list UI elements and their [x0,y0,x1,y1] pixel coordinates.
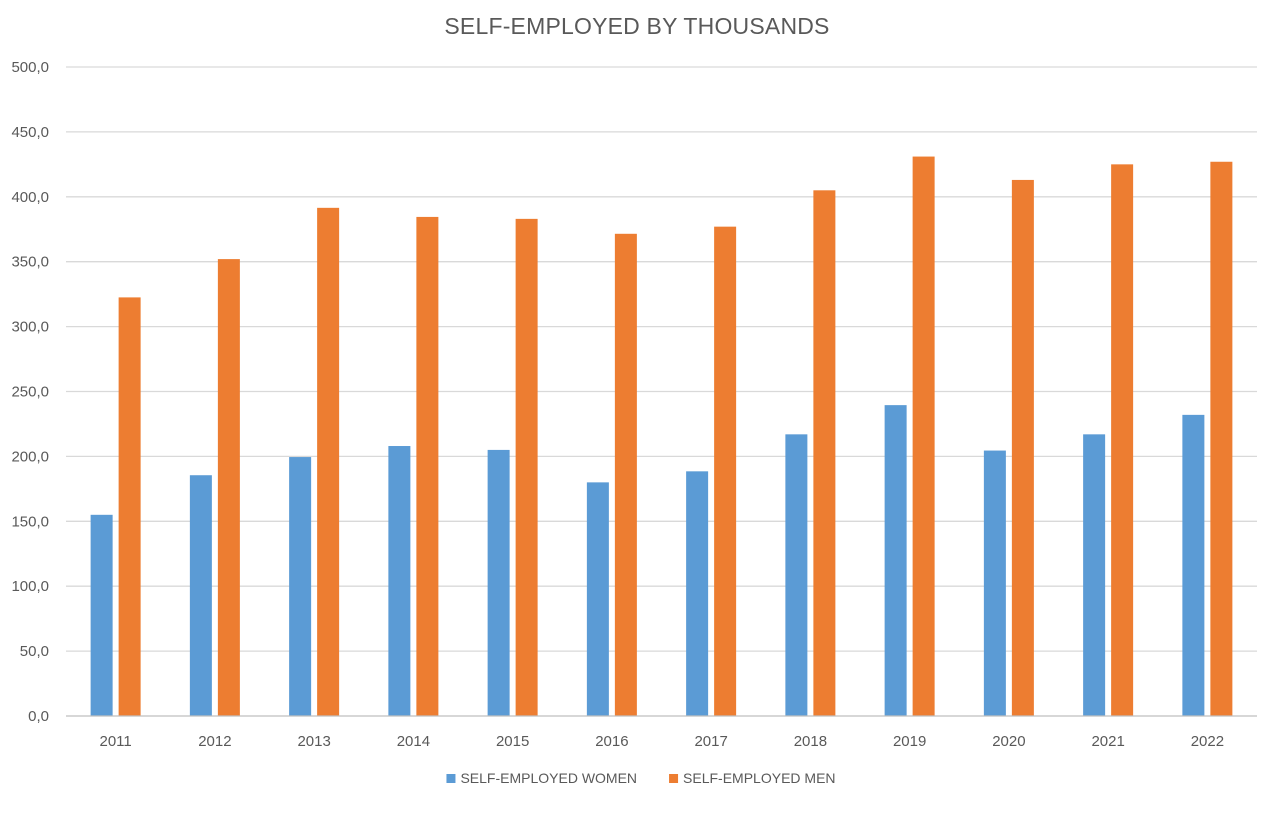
x-tick-label: 2020 [992,733,1025,750]
legend-swatch [669,774,679,783]
x-tick-label: 2016 [595,733,628,750]
bar-men-2022 [1210,161,1233,716]
y-tick-label: 350,0 [11,254,49,271]
bar-women-2019 [884,405,907,716]
x-tick-label: 2015 [496,733,529,750]
legend-label: SELF-EMPLOYED WOMEN [460,770,637,786]
bar-women-2015 [487,449,510,716]
bar-women-2013 [289,457,312,716]
bar-men-2019 [912,156,935,716]
bar-women-2021 [1083,434,1106,716]
y-tick-label: 100,0 [11,578,49,595]
legend-item: SELF-EMPLOYED MEN [669,770,836,786]
bar-women-2017 [686,471,709,716]
bars [90,156,1233,717]
bar-women-2020 [983,450,1006,716]
x-tick-label: 2012 [198,733,231,750]
bar-men-2011 [118,297,141,716]
bar-men-2020 [1011,179,1034,716]
legend-swatch [446,774,456,783]
bar-men-2015 [515,218,538,716]
bar-men-2014 [416,216,439,716]
x-tick-label: 2021 [1091,733,1124,750]
bar-women-2022 [1182,414,1205,716]
bar-women-2011 [90,514,113,716]
y-tick-label: 300,0 [11,319,49,336]
legend-label: SELF-EMPLOYED MEN [683,770,835,786]
y-tick-label: 500,0 [11,59,49,76]
y-tick-label: 150,0 [11,513,49,530]
chart-title: SELF-EMPLOYED BY THOUSANDS [444,13,829,39]
y-tick-label: 200,0 [11,448,49,465]
bar-men-2012 [217,259,240,716]
y-tick-label: 0,0 [28,708,49,725]
y-tick-label: 250,0 [11,384,49,401]
x-tick-label: 2013 [297,733,330,750]
legend-item: SELF-EMPLOYED WOMEN [446,770,637,786]
x-tick-label: 2011 [99,733,131,750]
bar-men-2017 [714,226,737,717]
bar-women-2016 [586,482,609,716]
x-tick-label: 2018 [794,733,827,750]
x-tick-label: 2019 [893,733,926,750]
bar-men-2013 [317,207,340,716]
gridlines [66,66,1257,652]
legend: SELF-EMPLOYED WOMEN SELF-EMPLOYED MEN [446,770,836,786]
x-tick-label: 2014 [397,733,430,750]
bar-men-2021 [1111,164,1134,717]
bar-men-2018 [813,190,836,716]
x-axis-tick-labels: 2011 2012 2013 2014 2015 2016 2017 2018 2019 2020… [99,733,1224,750]
x-tick-label: 2017 [694,733,727,750]
y-tick-label: 50,0 [20,643,49,660]
y-axis-tick-labels: 0,0 50,0 100,0 150,0 200,0 250,0 300,0 350,0 400… [11,59,49,725]
bar-women-2012 [189,475,212,716]
bar-women-2014 [388,446,411,716]
y-tick-label: 450,0 [11,124,49,141]
y-tick-label: 400,0 [11,189,49,206]
bar-men-2016 [614,233,637,716]
x-tick-label: 2022 [1191,733,1224,750]
bar-women-2018 [785,434,808,716]
